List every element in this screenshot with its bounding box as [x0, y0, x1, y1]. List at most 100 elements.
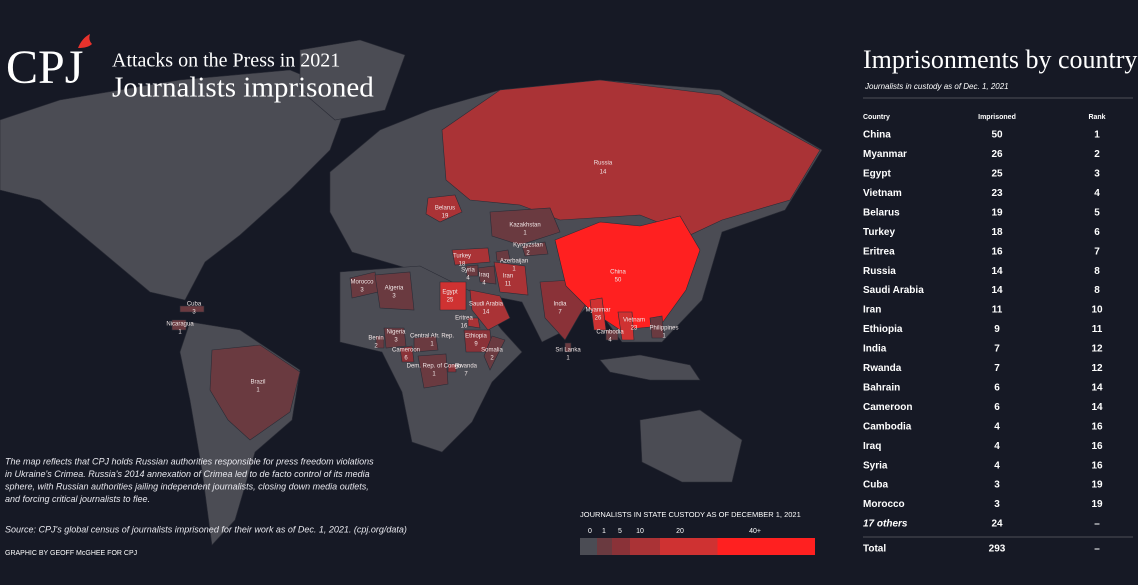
country-value: 14 — [483, 310, 490, 316]
country-label: Vietnam — [623, 318, 645, 324]
legend-swatch — [612, 538, 630, 555]
total-cell: – — [1094, 544, 1100, 555]
country-value: 1 — [512, 267, 516, 273]
country-label: Azerbaijan — [500, 259, 528, 265]
country-label: Belarus — [435, 206, 455, 212]
note-line: sphere, with Russian authorities jailing… — [5, 481, 369, 491]
country — [383, 327, 407, 349]
table-cell: Vietnam — [863, 188, 902, 199]
country-label: Nigeria — [386, 330, 406, 336]
country-label: Dem. Rep. of Congo — [407, 364, 462, 370]
table-cell: 7 — [994, 363, 1000, 374]
table-cell: 9 — [994, 324, 1000, 335]
table-cell: Morocco — [863, 499, 905, 510]
table-cell: Turkey — [863, 227, 895, 238]
country — [649, 315, 665, 339]
country — [469, 289, 511, 331]
country-label: Nicaragua — [166, 322, 194, 328]
table-cell: 17 others — [863, 519, 908, 530]
legend: 0 1 5 10 20 40+ — [580, 528, 815, 555]
country-value: 11 — [505, 282, 512, 288]
legend-swatch — [630, 538, 660, 555]
table: Country Imprisoned Rank China 50 1 Myanmar 26 2 E… — [863, 114, 1133, 555]
table-cell: Belarus — [863, 207, 900, 218]
table-cell: Eritrea — [863, 246, 895, 257]
country-value: 2 — [374, 344, 378, 350]
source: Source: CPJ's global census of journalis… — [5, 524, 407, 534]
table-cell: Cambodia — [863, 421, 912, 432]
country-value: 3 — [360, 288, 364, 294]
country-label: Cuba — [187, 302, 202, 308]
table-cell: 50 — [991, 130, 1003, 141]
country-value: 3 — [394, 338, 398, 344]
legend-tick-label: 20 — [676, 528, 684, 535]
table-cell: 16 — [1091, 421, 1103, 432]
country-value: 25 — [447, 298, 454, 304]
column-header: Imprisoned — [978, 114, 1016, 121]
country-value: 1 — [256, 388, 260, 394]
table-cell: 6 — [994, 382, 1000, 393]
title: Journalists imprisoned — [112, 72, 374, 104]
table-cell: Rwanda — [863, 363, 902, 374]
country — [451, 247, 491, 266]
country — [209, 344, 301, 441]
country — [447, 363, 457, 373]
country — [617, 311, 635, 341]
legend-tick-label: 10 — [636, 528, 644, 535]
table-cell: 19 — [991, 207, 1003, 218]
indonesia — [599, 354, 701, 381]
table-cell: 14 — [1091, 382, 1103, 393]
australia — [639, 409, 743, 483]
table-title: Imprisonments by country — [863, 45, 1137, 74]
country-value: 1 — [432, 372, 436, 378]
country-value: 2 — [490, 356, 494, 362]
table-cell: 5 — [1094, 207, 1100, 218]
table-cell: Cuba — [863, 480, 888, 491]
country-label: Iran — [503, 274, 513, 280]
country-value: 50 — [615, 278, 622, 284]
table-cell: 8 — [1094, 285, 1100, 296]
legend-tick-label: 5 — [618, 528, 622, 535]
table-cell: 1 — [1094, 130, 1100, 141]
country-value: 9 — [474, 342, 478, 348]
country — [179, 305, 205, 313]
table-cell: 14 — [1091, 402, 1103, 413]
country-value: 1 — [523, 231, 527, 237]
table-cell: 26 — [991, 149, 1003, 160]
column-header: Country — [863, 114, 890, 121]
country — [465, 264, 479, 277]
country — [495, 249, 511, 262]
legend-tick-label: 0 — [588, 528, 592, 535]
total-cell: 293 — [989, 544, 1006, 555]
country — [489, 207, 561, 246]
table-cell: 6 — [994, 402, 1000, 413]
table-cell: 16 — [1091, 460, 1103, 471]
table-cell: Russia — [863, 266, 896, 277]
table-cell: 12 — [1091, 344, 1103, 355]
country-value: 1 — [430, 342, 434, 348]
country-value: 19 — [442, 214, 449, 220]
table-cell: 3 — [1094, 169, 1100, 180]
legend-swatch — [660, 538, 718, 555]
country-label: Egypt — [442, 290, 458, 296]
table-cell: – — [1094, 519, 1100, 530]
country-label: Iraq — [479, 273, 489, 279]
table-cell: India — [863, 344, 887, 355]
country-value: 4 — [608, 338, 612, 344]
country — [171, 319, 187, 331]
country-label: Turkey — [453, 254, 471, 260]
country-label: Cameroon — [392, 348, 420, 354]
legend-swatch — [597, 538, 612, 555]
table-cell: 16 — [1091, 441, 1103, 452]
table-cell: 4 — [994, 441, 1000, 452]
country-label: China — [610, 270, 626, 276]
country — [467, 317, 481, 329]
table-cell: 14 — [991, 266, 1003, 277]
country-label: Myanmar — [585, 308, 610, 314]
column-header: Rank — [1088, 114, 1105, 121]
table-cell: 12 — [1091, 363, 1103, 374]
legend-swatch — [717, 538, 815, 555]
table-cell: Egypt — [863, 169, 891, 180]
country-label: Morocco — [350, 280, 374, 286]
country — [564, 342, 572, 353]
